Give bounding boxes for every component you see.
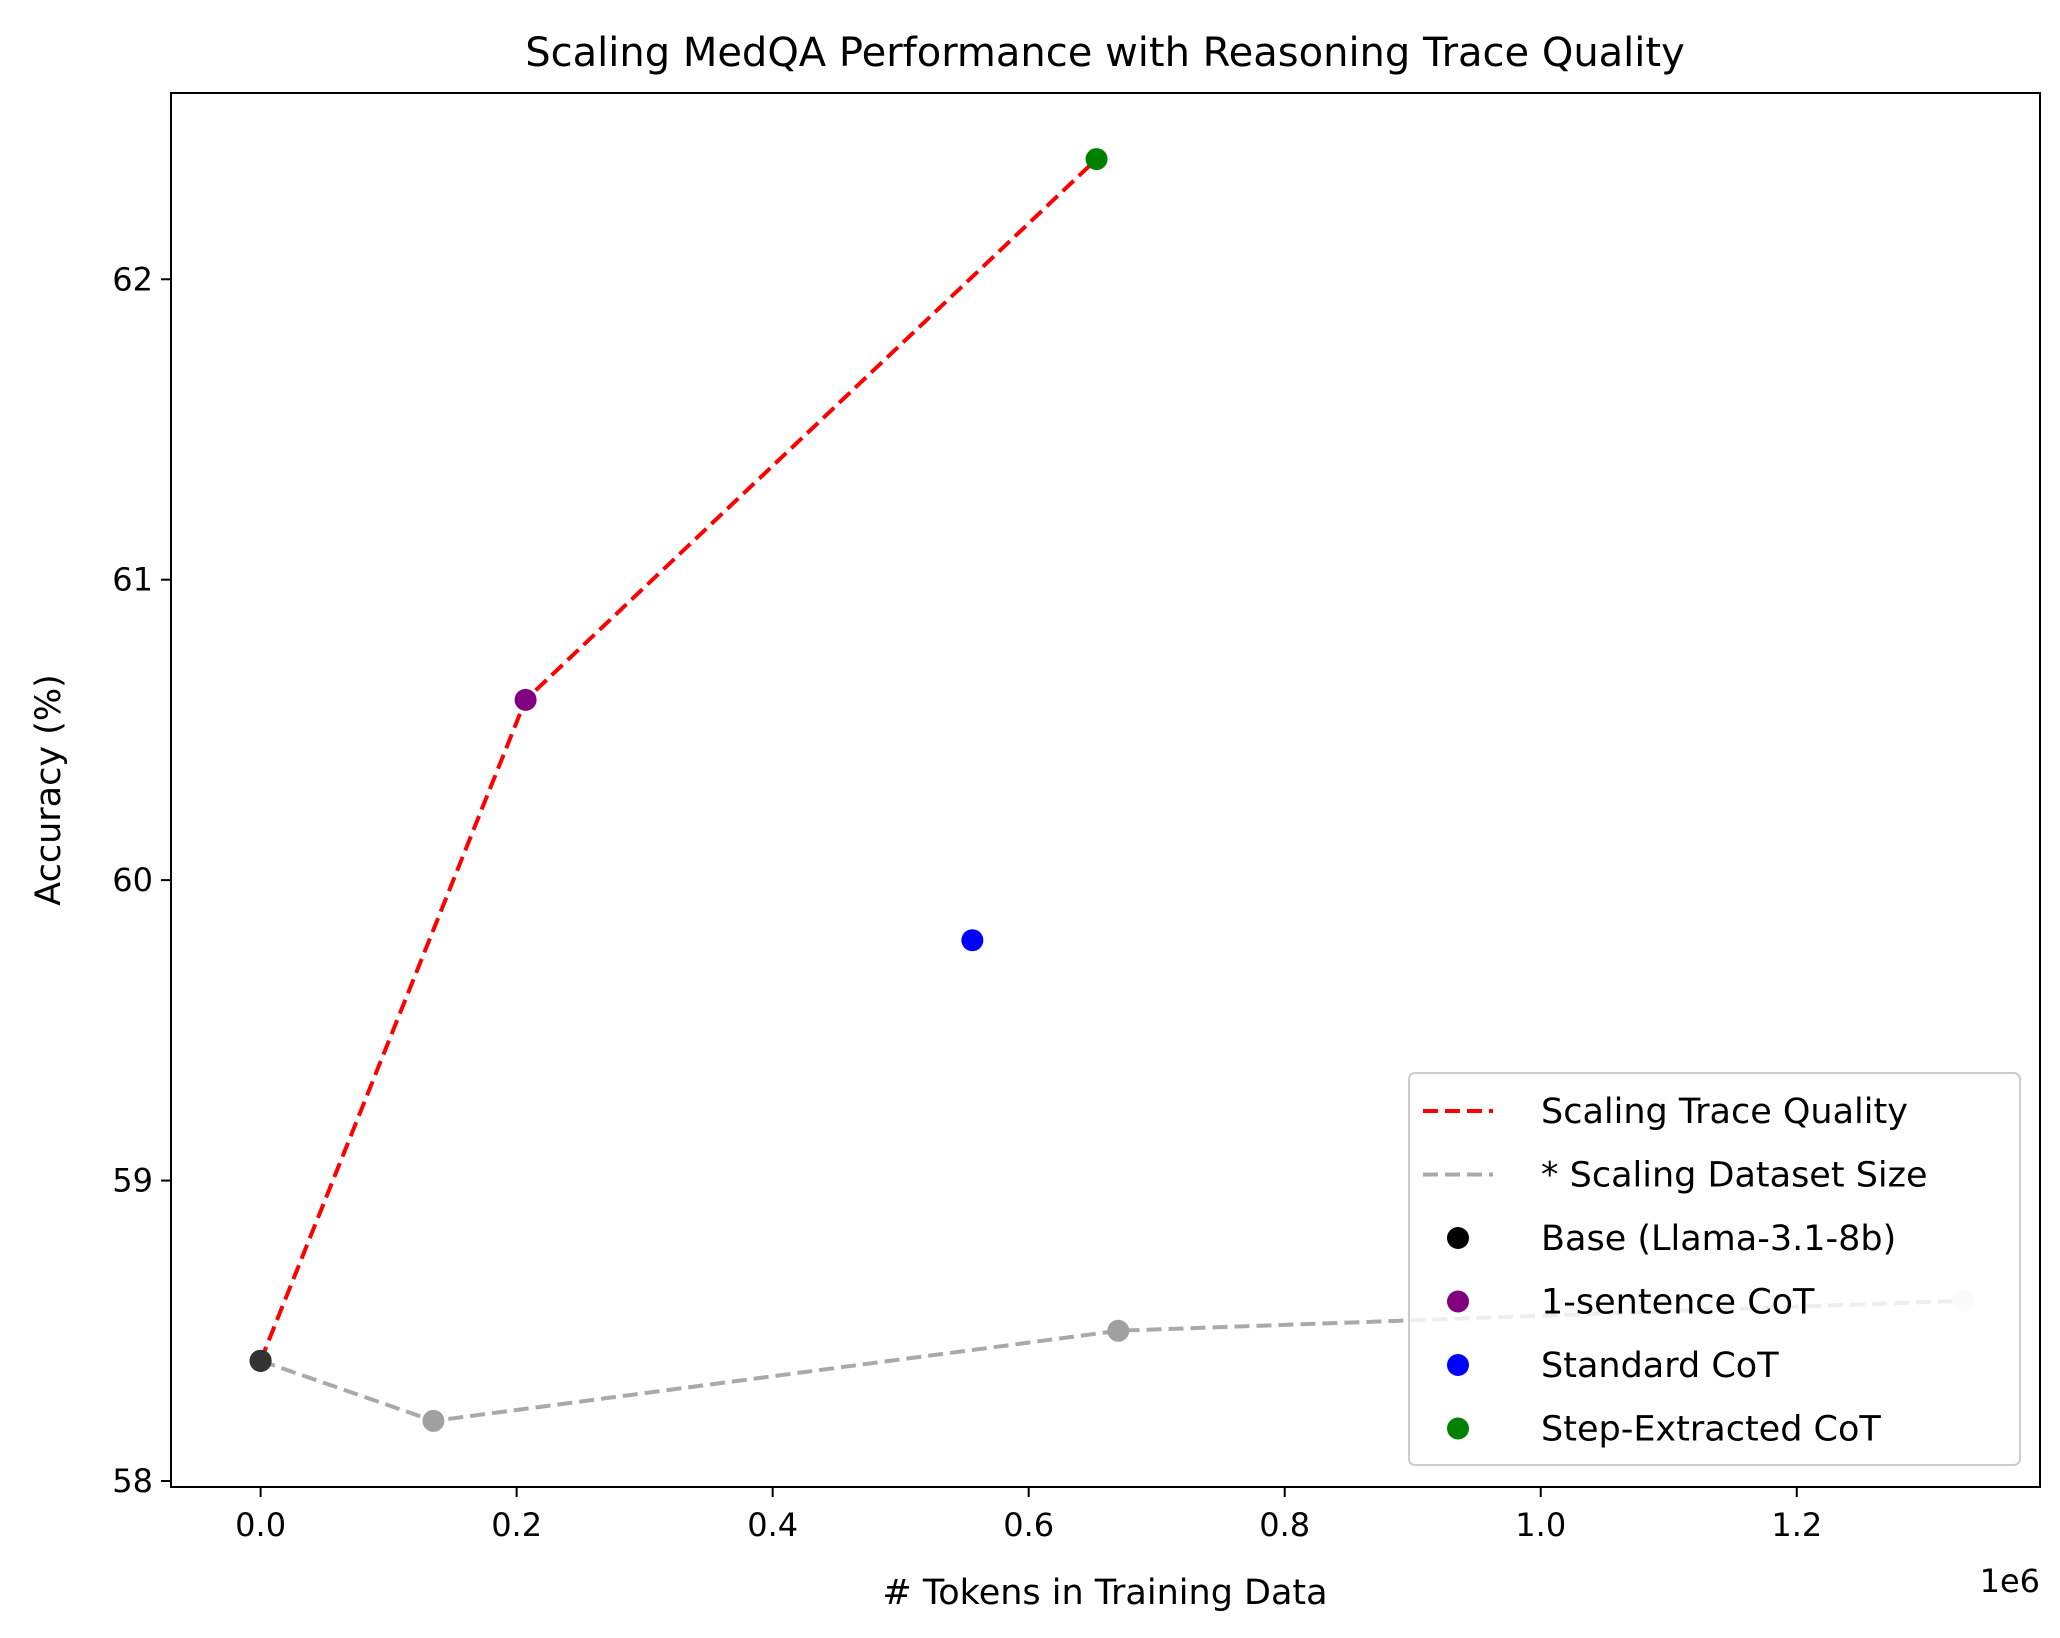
legend-label-standard-cot: Standard CoT [1541, 1346, 1779, 1386]
y-tick-label: 60 [112, 861, 153, 899]
scaling-trace-quality-line [258, 157, 1098, 1362]
y-axis-ticks: 58 59 60 61 62 [112, 260, 171, 1500]
legend: Scaling Trace Quality * Scaling Dataset S… [1408, 1072, 2021, 1466]
y-tick-label: 61 [112, 561, 153, 599]
legend-box [1408, 1072, 2021, 1466]
legend-swatch-1-sentence-cot [1447, 1290, 1469, 1313]
chart-title: Scaling MedQA Performance with Reasoning… [525, 30, 1685, 76]
1-sentence-cot-point [514, 688, 537, 711]
plot-frame [170, 92, 2041, 1488]
legend-swatch-base-llama-3-1-8b [1447, 1227, 1469, 1249]
standard-cot-point [961, 929, 984, 952]
y-tick-label: 58 [112, 1462, 153, 1500]
legend-swatch-standard-cot [1447, 1354, 1469, 1376]
x-tick-label: 0.4 [747, 1506, 798, 1544]
legend-label-base-llama-3-1-8b: Base (Llama-3.1-8b) [1541, 1219, 1896, 1259]
x-axis-offset-label: 1e6 [1980, 1562, 2040, 1600]
base-overlay-point [249, 1349, 272, 1372]
scaling-dataset-size-point [1107, 1319, 1130, 1342]
x-tick-label: 0.2 [491, 1506, 542, 1544]
scaling-dataset-size-line [259, 1298, 1964, 1423]
legend-label-step-extracted-cot: Step-Extracted CoT [1541, 1410, 1881, 1450]
step-extracted-cot-point [1085, 148, 1108, 171]
x-tick-label: 0.8 [1259, 1506, 1310, 1544]
x-tick-label: 1.2 [1771, 1506, 1822, 1544]
x-axis-ticks: 0.0 0.2 0.4 0.6 0.8 1.0 1.2 [235, 1487, 1822, 1544]
y-tick-label: 59 [112, 1162, 153, 1200]
x-tick-label: 1.0 [1515, 1506, 1566, 1544]
legend-swatch-step-extracted-cot [1447, 1417, 1469, 1440]
x-tick-label: 0.0 [235, 1506, 286, 1544]
y-axis-label: Accuracy (%) [29, 674, 69, 905]
legend-label-scaling-dataset-size: * Scaling Dataset Size [1541, 1156, 1928, 1196]
x-tick-label: 0.6 [1003, 1506, 1054, 1544]
legend-label-1-sentence-cot: 1-sentence CoT [1541, 1283, 1815, 1323]
scaling-dataset-size-point [422, 1409, 445, 1432]
series-layer [249, 148, 1975, 1432]
y-tick-label: 62 [112, 260, 153, 298]
x-axis-label: # Tokens in Training Data [882, 1573, 1327, 1613]
legend-label-scaling-trace-quality: Scaling Trace Quality [1541, 1092, 1908, 1132]
